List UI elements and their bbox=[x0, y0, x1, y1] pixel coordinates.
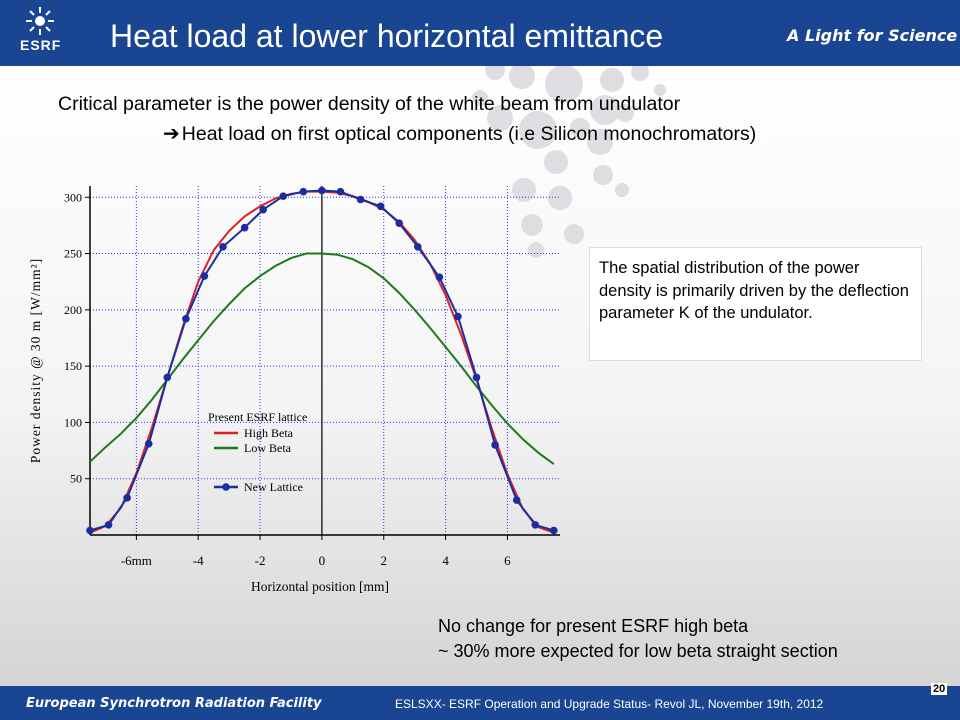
data-point bbox=[259, 205, 267, 214]
x-tick-label: -4 bbox=[193, 553, 204, 568]
esrf-logo-icon bbox=[26, 7, 54, 35]
arrow-right-icon: ➔ bbox=[163, 123, 180, 145]
data-point bbox=[454, 312, 462, 321]
page-number: 20 bbox=[931, 683, 948, 695]
data-point bbox=[240, 223, 249, 232]
data-point bbox=[376, 202, 385, 211]
data-point bbox=[550, 526, 558, 535]
data-point bbox=[86, 526, 94, 535]
x-tick-label: 2 bbox=[381, 553, 388, 568]
x-tick-label: 0 bbox=[319, 553, 326, 568]
data-point bbox=[163, 373, 172, 382]
legend-label: New Lattice bbox=[244, 480, 303, 494]
data-point bbox=[123, 494, 131, 502]
bottom-line-2: ~ 30% more expected for low beta straigh… bbox=[438, 641, 838, 661]
y-tick-label: 200 bbox=[64, 303, 82, 317]
header-bar: ESRF Heat load at lower horizontal emitt… bbox=[0, 0, 960, 66]
y-tick-label: 50 bbox=[70, 472, 82, 486]
data-point bbox=[531, 521, 540, 529]
body-line-2-text: Heat load on first optical components (i… bbox=[181, 123, 757, 145]
x-tick-label: 6 bbox=[504, 553, 511, 568]
data-point bbox=[219, 242, 227, 251]
data-point bbox=[200, 272, 209, 280]
data-point bbox=[182, 315, 190, 323]
x-axis-label: Horizontal position [mm] bbox=[251, 579, 389, 594]
tagline: A Light for Science bbox=[787, 26, 958, 45]
legend-title: Present ESRF lattice bbox=[208, 410, 307, 424]
footer-bar: European Synchrotron Radiation Facility … bbox=[0, 683, 960, 720]
x-tick-label: 4 bbox=[442, 553, 449, 568]
body-line-1: Critical parameter is the power density … bbox=[58, 93, 681, 115]
data-point bbox=[472, 373, 481, 382]
body-line-2: ➔ Heat load on first optical components (… bbox=[163, 121, 756, 146]
y-tick-label: 150 bbox=[64, 359, 82, 373]
data-point bbox=[512, 496, 521, 504]
bottom-line-1: No change for present ESRF high beta bbox=[438, 616, 749, 636]
bottom-notes: No change for present ESRF high beta ~ 3… bbox=[438, 614, 838, 664]
y-tick-label: 300 bbox=[64, 190, 82, 204]
page-title: Heat load at lower horizontal emittance bbox=[110, 18, 664, 54]
footer-organization: European Synchrotron Radiation Facility bbox=[26, 696, 322, 711]
note-box: The spatial distribution of the power de… bbox=[589, 247, 922, 361]
data-point bbox=[395, 219, 404, 227]
x-tick-label: -6mm bbox=[121, 553, 152, 568]
data-point bbox=[104, 521, 113, 529]
data-point bbox=[279, 192, 288, 200]
x-tick-label: -2 bbox=[255, 553, 266, 568]
y-axis-label: Power density @ 30 m [W/mm²] bbox=[28, 258, 43, 463]
data-point bbox=[318, 186, 326, 195]
data-point bbox=[413, 242, 422, 251]
legend-label: Low Beta bbox=[244, 441, 292, 455]
data-point bbox=[356, 195, 365, 204]
logo-text: ESRF bbox=[20, 37, 62, 53]
data-point bbox=[435, 273, 444, 281]
legend-marker bbox=[222, 483, 230, 491]
y-tick-label: 250 bbox=[64, 247, 82, 261]
data-point bbox=[336, 187, 345, 196]
y-tick-label: 100 bbox=[64, 415, 82, 429]
footer-citation: ESLSXX- ESRF Operation and Upgrade Statu… bbox=[395, 697, 824, 711]
data-point bbox=[144, 440, 153, 448]
legend-label: High Beta bbox=[244, 426, 294, 440]
data-point bbox=[299, 187, 308, 196]
data-point bbox=[491, 441, 499, 449]
